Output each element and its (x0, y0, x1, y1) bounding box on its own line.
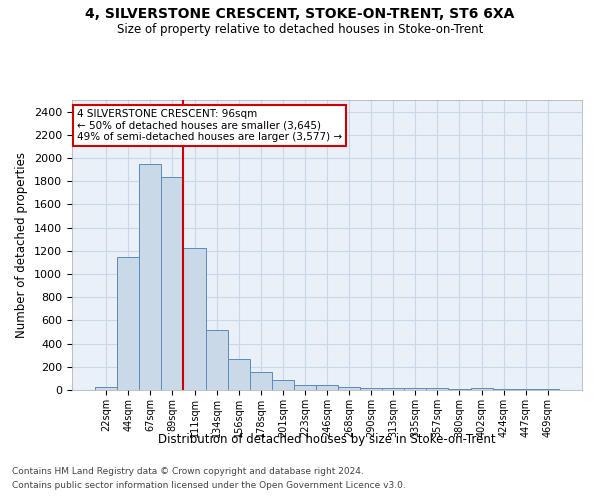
Bar (493, 389, 515, 390)
Text: Contains HM Land Registry data © Crown copyright and database right 2024.: Contains HM Land Registry data © Crown c… (12, 468, 364, 476)
Y-axis label: Number of detached properties: Number of detached properties (16, 152, 28, 338)
Bar (161, 176, 184, 390)
Bar (404, 388, 427, 390)
Text: Size of property relative to detached houses in Stoke-on-Trent: Size of property relative to detached ho… (117, 22, 483, 36)
Bar (427, 388, 448, 390)
Text: 4 SILVERSTONE CRESCENT: 96sqm
← 50% of detached houses are smaller (3,645)
49% o: 4 SILVERSTONE CRESCENT: 96sqm ← 50% of d… (77, 108, 342, 142)
Bar (272, 380, 294, 390)
Bar (470, 388, 493, 390)
Bar (250, 372, 272, 390)
Bar (117, 256, 139, 390)
Bar (227, 360, 250, 390)
Bar (95, 386, 117, 390)
Bar (139, 164, 161, 390)
Bar (448, 388, 470, 390)
Bar (338, 387, 360, 390)
Bar (294, 385, 316, 390)
Bar (206, 330, 227, 390)
Bar (316, 386, 338, 390)
Bar (360, 388, 382, 390)
Bar (184, 248, 206, 390)
Bar (382, 388, 404, 390)
Text: 4, SILVERSTONE CRESCENT, STOKE-ON-TRENT, ST6 6XA: 4, SILVERSTONE CRESCENT, STOKE-ON-TRENT,… (85, 8, 515, 22)
Text: Contains public sector information licensed under the Open Government Licence v3: Contains public sector information licen… (12, 481, 406, 490)
Bar (515, 389, 537, 390)
Text: Distribution of detached houses by size in Stoke-on-Trent: Distribution of detached houses by size … (158, 432, 496, 446)
